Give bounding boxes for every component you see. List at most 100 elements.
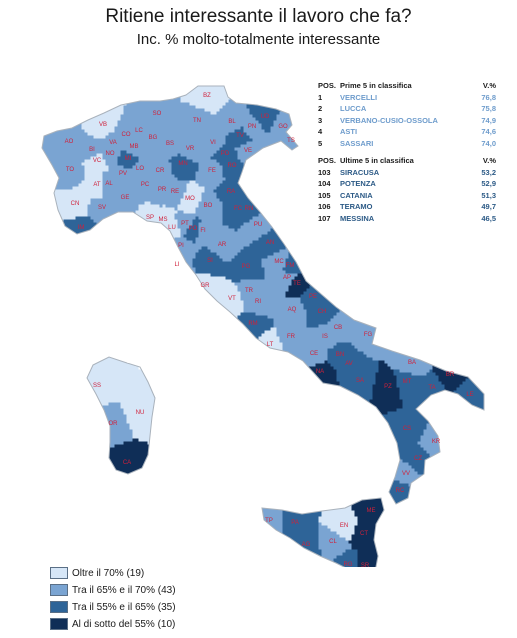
province-label-lt: LT [267,342,274,348]
province-ct [348,519,409,553]
rank-province: ASTI [340,127,358,136]
top5-row: 1 VERCELLI 76,8 [318,92,496,104]
legend-label: Tra il 55% e il 65% (35) [72,602,176,613]
province-ar [207,225,247,262]
rank-pos: 103 [318,167,331,177]
province-label-no: NO [106,151,115,157]
province-pg [225,246,265,283]
province-label-re: RE [171,189,179,195]
province-label-po: PO [189,226,198,232]
province-label-vr: VR [186,146,195,152]
province-label-pc: PC [141,182,150,188]
province-label-cr: CR [156,168,165,174]
province-labels: BZ TN BL UD PN TV GO TS VI VR PD VE RO SO VB BS BG CO VA LC… [65,93,474,567]
rank-province: LUCCA [340,104,367,113]
province-label-ct: CT [360,531,368,537]
province-label-rc: RC [396,488,405,494]
province-gr [165,273,226,331]
province-fe [195,156,226,190]
province-label-av: AV [345,361,353,367]
legend-label: Oltre il 70% (19) [72,568,145,579]
province-mt [393,369,421,406]
province-label-vi: VI [210,140,216,146]
province-label-ta: TA [428,385,435,391]
province-label-tv: TV [236,133,244,139]
province-label-mt: MT [403,379,412,385]
province-label-ca: CA [123,460,131,466]
province-mc [261,246,292,280]
province-label-vv: VV [402,471,410,477]
rank-province: CATANIA [340,190,373,200]
bottom5-row: 104 POTENZA 52,9 [318,178,496,190]
province-ra [213,180,259,205]
province-label-fc: FC [234,206,243,212]
province-label-ss: SS [93,383,101,389]
rank-province: TERAMO [340,202,373,211]
province-label-va: VA [109,140,117,146]
country-outline [41,85,485,567]
province-label-pe: PE [309,294,317,300]
province-al [102,171,121,199]
province-po [183,216,202,244]
province-label-ar: AR [218,242,227,248]
province-label-cn: CN [71,201,80,207]
province-label-bn: BN [336,352,344,358]
province-label-vb: VB [99,122,107,128]
legend-swatch [50,567,68,579]
province-label-te: TE [293,281,301,287]
province-label-pi: PI [178,243,184,249]
province-bn [327,342,355,370]
province-label-bg: BG [149,135,158,141]
province-na [279,360,340,418]
province-label-cl: CL [329,539,337,545]
province-fi [195,219,223,250]
province-label-rm: RM [248,321,257,327]
province-label-fi: FI [200,228,206,234]
province-label-mo: MO [185,196,195,202]
province-label-lu: LU [168,225,176,231]
province-tn [177,102,214,136]
sardinia-outline [86,356,156,475]
rank-pos: 105 [318,190,331,200]
bottom5-row: 103 SIRACUSA 53,2 [318,167,496,179]
province-va [99,132,124,151]
province-label-br: BR [446,372,455,378]
legend-swatch [50,618,68,630]
rank-pos: 4 [318,127,323,136]
province-label-sv: SV [98,205,106,211]
province-label-ra: RA [227,189,235,195]
top5-header-name: Prime 5 in classifica [340,81,412,90]
province-label-mc: MC [274,259,284,265]
province-label-bo: BO [204,203,213,209]
sicily-outline [261,497,385,567]
province-cl [318,522,352,565]
province-label-im: IM [78,225,85,231]
top5-row: 5 SASSARI 74,0 [318,138,496,150]
province-label-rn: RN [245,206,254,212]
province-si [192,246,229,277]
top5-table: POS. Prime 5 in classifica V.% 1 VERCELL… [318,80,496,149]
rank-pos: 3 [318,115,323,125]
province-label-mn: MN [178,161,187,167]
bottom5-row: 106 TERAMO 49,7 [318,201,496,213]
top5-header: POS. Prime 5 in classifica V.% [318,80,496,92]
province-label-fe: FE [208,168,216,174]
province-lc [123,102,151,142]
province-tr [234,279,268,304]
province-li [132,249,196,310]
rank-pos: 104 [318,179,331,188]
province-label-bl: BL [228,119,236,125]
legend-label: Tra il 65% e il 70% (43) [72,585,176,596]
province-tp [225,477,286,567]
province-label-sa: SA [356,378,364,384]
bottom5-table: POS. Ultime 5 in classifica V.% 103 SIRA… [318,155,496,224]
province-label-li: LI [174,262,179,268]
bottom5-header-pos: POS. [318,156,336,165]
province-label-an: AN [266,240,274,246]
province-label-ts: TS [287,138,295,144]
rank-pos: 106 [318,202,331,211]
province-bg [144,126,166,157]
province-av [336,348,373,382]
province-label-tr: TR [245,288,254,294]
province-label-mb: MB [130,144,139,150]
